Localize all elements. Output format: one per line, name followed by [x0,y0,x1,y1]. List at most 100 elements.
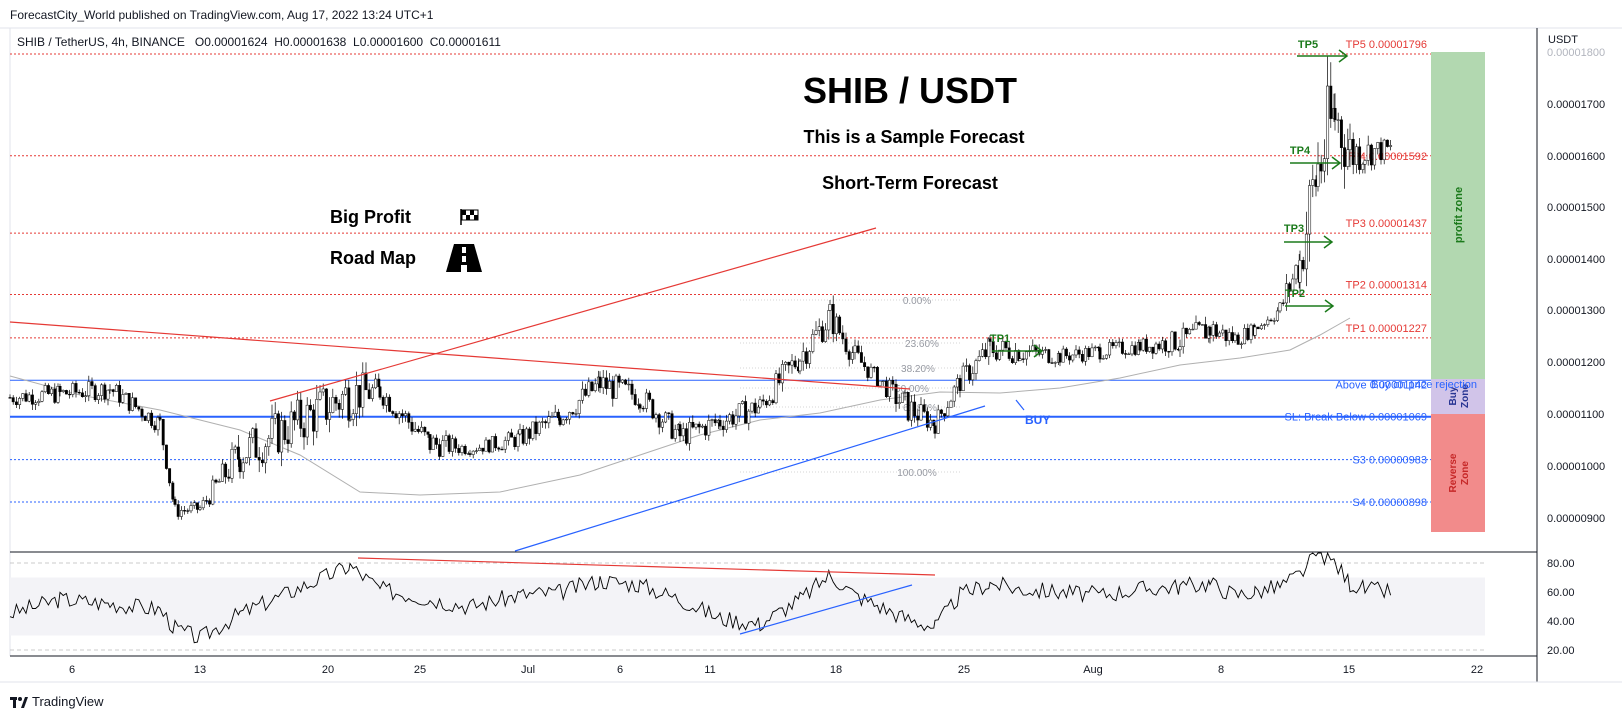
candle [14,401,18,405]
candle [463,445,467,454]
time-tick-label: Jul [521,664,535,676]
candle [516,433,520,448]
candle [337,403,341,410]
candle [913,401,917,417]
candle [1369,144,1373,166]
ohlc-low: L0.00001600 [353,35,424,49]
candle [1208,326,1212,336]
candle [77,391,81,394]
candle [1227,332,1231,341]
candle [540,421,544,423]
candle [324,388,328,420]
candle [598,376,602,389]
candle [468,453,472,455]
candle [761,399,765,402]
candle [84,395,88,398]
candle [724,420,728,430]
candle [537,421,541,434]
candle [929,419,933,428]
candle [164,444,168,469]
candle [1004,341,1008,349]
candle [638,404,642,409]
candle [420,426,424,432]
candle [1014,350,1018,363]
candle [641,407,645,410]
candle [850,352,854,360]
candle [936,409,940,434]
level-label: S4 0.00000898 [1352,497,1427,509]
candle [267,438,271,448]
candle [952,386,956,402]
time-tick-label: 6 [69,664,75,676]
candle [518,429,522,435]
candle [289,411,293,444]
candle [1298,260,1302,283]
candle [1133,345,1137,355]
price-tick-label: 0.00001400 [1547,254,1605,266]
candle [315,398,319,432]
candle [718,419,722,427]
price-tick-label: 0.00001500 [1547,202,1605,214]
candle [900,392,904,403]
candle [564,418,568,421]
symbol-name[interactable]: SHIB / TetherUS, 4h, BINANCE [17,35,185,49]
price-tick-label: 0.00001200 [1547,357,1605,369]
time-tick-label: 25 [414,664,426,676]
candle [189,505,193,512]
candle [684,428,688,444]
price-tick-label: 0.00001300 [1547,305,1605,317]
candle [457,448,461,453]
candle [487,439,491,453]
candle [964,365,968,367]
candle [1053,362,1057,364]
candle [46,385,50,394]
tradingview-logo[interactable]: TradingView [10,694,104,709]
candle [388,396,392,412]
time-tick-label: 22 [1471,664,1483,676]
candle [903,392,907,394]
candle [688,421,692,444]
candle [777,373,781,384]
candle [740,401,744,404]
candle [1148,346,1152,352]
road-map-text: Road Map [330,248,416,268]
candle [768,400,772,406]
candle [713,419,717,424]
price-unit-label[interactable]: USDT [1548,34,1578,46]
rsi-tick-label: 20.00 [1547,645,1575,657]
candle [260,459,264,464]
candle [27,394,31,402]
level-label: S3 0.00000983 [1352,455,1427,467]
candle [90,381,94,386]
candle [916,415,920,421]
candle [814,330,818,335]
candle [968,365,972,381]
candle [998,349,1002,360]
candle [270,418,274,439]
candle [204,500,208,502]
candle [624,379,628,385]
tp-arrow-label: TP2 [1285,288,1305,300]
candle [694,423,698,428]
candle [700,425,704,428]
candle [961,365,965,391]
candle [1021,358,1025,360]
candle [678,424,682,437]
candle [571,412,575,415]
tradingview-brand: TradingView [32,694,104,709]
candle [377,378,381,388]
candle [1117,341,1121,344]
candle [697,423,701,428]
candle [587,381,591,396]
candle [524,428,528,444]
candle [1173,331,1177,350]
candle [1278,302,1282,312]
candle [111,389,115,392]
zone-label: Buy [1448,386,1459,405]
candle [1080,353,1084,362]
level-label: Above 0.00001142 [1335,379,1427,391]
candle [780,364,784,384]
candle [1269,319,1273,322]
candle [544,421,548,424]
